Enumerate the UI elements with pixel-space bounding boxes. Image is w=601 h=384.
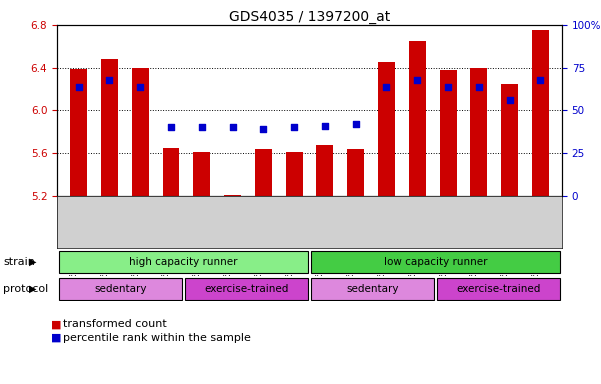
Point [382,84,391,90]
Text: sedentary: sedentary [94,284,147,294]
Text: percentile rank within the sample: percentile rank within the sample [63,333,251,343]
Bar [59,278,182,300]
Point [135,84,145,90]
Bar [285,152,302,196]
Bar [471,68,487,196]
Bar [162,148,180,196]
Bar [409,41,426,196]
Text: protocol: protocol [3,284,48,294]
Text: low capacity runner: low capacity runner [384,257,487,267]
Text: ■: ■ [51,333,61,343]
Point [320,123,330,129]
Point [258,126,268,132]
Point [166,124,176,131]
Text: high capacity runner: high capacity runner [129,257,237,267]
Bar [311,278,434,300]
Bar [194,152,210,196]
Bar [255,149,272,196]
Point [74,84,84,90]
Bar [347,149,364,196]
Bar [185,278,308,300]
Point [412,78,422,84]
Text: strain: strain [3,257,35,267]
Text: ▶: ▶ [29,257,37,267]
Bar [224,195,241,196]
Bar [317,145,334,196]
Point [535,78,545,84]
Text: sedentary: sedentary [346,284,399,294]
Text: exercise-trained: exercise-trained [204,284,288,294]
Bar [378,62,395,196]
Point [505,97,514,103]
Point [351,121,361,127]
Bar [439,70,457,196]
Text: exercise-trained: exercise-trained [457,284,541,294]
Bar [438,278,560,300]
Point [289,124,299,131]
Bar [501,84,518,196]
Point [474,84,484,90]
Point [228,124,237,131]
Bar [532,30,549,196]
Point [443,84,453,90]
Text: ▶: ▶ [29,284,37,294]
Text: transformed count: transformed count [63,319,167,329]
Bar [311,251,560,273]
Bar [132,68,148,196]
Text: ■: ■ [51,319,61,329]
Bar [70,69,87,196]
Bar [101,59,118,196]
Point [197,124,207,131]
Title: GDS4035 / 1397200_at: GDS4035 / 1397200_at [229,10,390,24]
Bar [59,251,308,273]
Point [105,78,114,84]
